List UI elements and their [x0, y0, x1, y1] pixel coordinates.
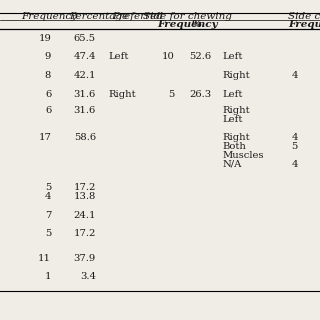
Text: %: % [192, 20, 202, 29]
Text: 17.2: 17.2 [74, 183, 96, 192]
Text: 6: 6 [45, 106, 51, 115]
Text: 6: 6 [45, 90, 51, 99]
Text: Right: Right [222, 133, 250, 142]
Text: Left: Left [222, 52, 243, 61]
Text: 9: 9 [45, 52, 51, 61]
Text: Right: Right [222, 71, 250, 80]
Text: 4: 4 [45, 192, 51, 201]
Text: 26.3: 26.3 [189, 90, 211, 99]
Text: 31.6: 31.6 [74, 90, 96, 99]
Text: 5: 5 [45, 229, 51, 238]
Text: 31.6: 31.6 [74, 106, 96, 115]
Text: 58.6: 58.6 [74, 133, 96, 142]
Text: N/A: N/A [222, 160, 242, 169]
Text: Left: Left [222, 90, 243, 99]
Text: 24.1: 24.1 [74, 211, 96, 220]
Text: 47.4: 47.4 [74, 52, 96, 61]
Text: Frequency: Frequency [21, 12, 77, 21]
Text: 4: 4 [291, 160, 298, 169]
Text: 42.1: 42.1 [74, 71, 96, 80]
Text: 5: 5 [168, 90, 174, 99]
Text: Side for chewing: Side for chewing [143, 12, 232, 21]
Text: 3.4: 3.4 [80, 272, 96, 281]
Text: 13.8: 13.8 [74, 192, 96, 201]
Text: 52.6: 52.6 [189, 52, 211, 61]
Text: Frequency: Frequency [157, 20, 217, 29]
Text: 8: 8 [45, 71, 51, 80]
Text: Right: Right [109, 90, 136, 99]
Text: 5: 5 [45, 183, 51, 192]
Text: 4: 4 [291, 133, 298, 142]
Text: Left: Left [222, 115, 243, 124]
Text: Both: Both [222, 142, 246, 151]
Text: 65.5: 65.5 [74, 34, 96, 43]
Text: 1: 1 [45, 272, 51, 281]
Text: 17: 17 [38, 133, 51, 142]
Text: 7: 7 [45, 211, 51, 220]
Text: Left: Left [109, 52, 129, 61]
Text: Frequ: Frequ [288, 20, 320, 29]
Text: Muscles: Muscles [222, 151, 264, 160]
Text: Side c: Side c [288, 12, 320, 21]
Text: 5: 5 [291, 142, 298, 151]
Text: Preferred: Preferred [112, 12, 163, 21]
Text: Right: Right [222, 106, 250, 115]
Text: 19: 19 [38, 34, 51, 43]
Text: 10: 10 [162, 52, 174, 61]
Text: 37.9: 37.9 [74, 254, 96, 263]
Text: 11: 11 [38, 254, 51, 263]
Text: 4: 4 [291, 71, 298, 80]
Text: 17.2: 17.2 [74, 229, 96, 238]
Text: Percentage: Percentage [69, 12, 128, 21]
